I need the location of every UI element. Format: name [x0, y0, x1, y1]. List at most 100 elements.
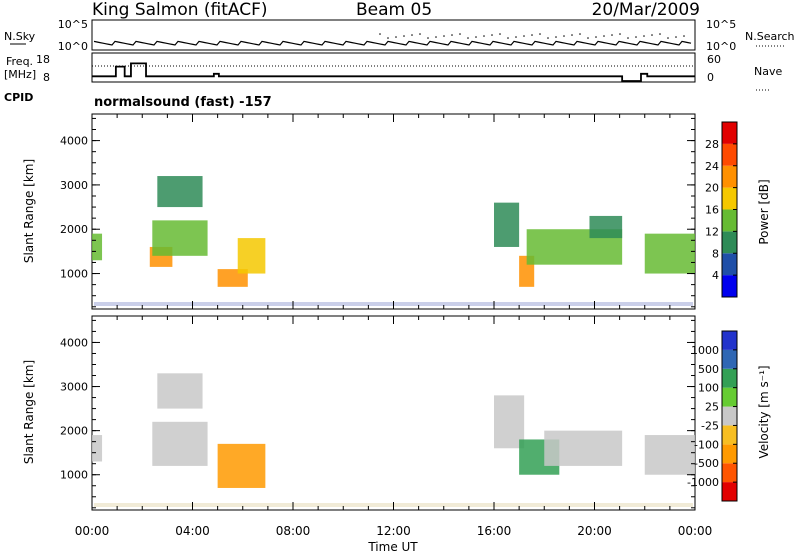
noise-search-dot — [419, 33, 421, 35]
colorbar-swatch — [722, 143, 737, 166]
noise-search-dot — [563, 35, 565, 37]
power-colorbar: 4 8 12 16 20 24 28 — [705, 121, 738, 298]
beam-title: Beam 05 — [356, 0, 432, 20]
freq-left-label-line2: [MHz] — [4, 68, 36, 81]
noise-search-dot — [539, 33, 541, 35]
noise-search-dot — [675, 36, 677, 38]
velocity-colorbar-label: Velocity [m s⁻¹] — [757, 365, 771, 458]
noise-search-dot — [451, 34, 453, 36]
data-region — [644, 435, 695, 475]
noise-search-dot — [443, 35, 445, 37]
x-tick-label: 16:00 — [477, 524, 512, 538]
freq-left-tick-bottom: 8 — [43, 71, 50, 84]
nave-label: Nave — [754, 65, 782, 78]
noise-right-tick-bottom: 10^0 — [706, 40, 736, 53]
noise-traces — [93, 33, 692, 46]
colorbar-swatch — [722, 209, 737, 232]
frequency-line — [92, 62, 695, 82]
colorbar-swatch — [722, 253, 737, 276]
data-region — [494, 202, 520, 247]
freq-right-tick-bottom: 0 — [707, 71, 714, 84]
power-data — [92, 176, 695, 306]
x-tick-label: 20:00 — [577, 524, 612, 538]
y-tick-label: 3000 — [60, 179, 88, 192]
cpid-value: normalsound (fast) -157 — [94, 95, 272, 110]
data-region — [644, 233, 695, 274]
noise-search-dot — [579, 33, 581, 35]
colorbar-tick-label: 1000 — [691, 344, 719, 357]
noise-search-dot — [395, 36, 397, 38]
noise-search-dot — [683, 35, 685, 37]
noise-search-dot — [667, 37, 669, 39]
noise-search-dot — [571, 34, 573, 36]
noise-search-dot — [483, 35, 485, 37]
noise-search-dot — [475, 36, 477, 38]
noise-search-dot — [531, 34, 533, 36]
velocity-panel-frame — [91, 315, 696, 511]
x-tick-label: 00:00 — [678, 524, 713, 538]
colorbar-tick-label: 28 — [705, 138, 719, 151]
noise-left-label: N.Sky — [4, 30, 36, 43]
colorbar-tick-label: -500 — [694, 457, 719, 470]
colorbar-swatch — [722, 444, 737, 464]
noise-search-dot — [603, 35, 605, 37]
noise-search-dot — [627, 37, 629, 39]
colorbar-swatch — [722, 187, 737, 210]
y-tick-label: 2000 — [60, 425, 88, 438]
colorbar-frame — [721, 330, 738, 502]
freq-trace — [92, 62, 695, 82]
cpid-label: CPID — [4, 91, 33, 104]
noise-search-dot — [587, 37, 589, 39]
data-region — [589, 215, 623, 239]
noise-search-dot — [555, 36, 557, 38]
noise-search-dot — [467, 37, 469, 39]
noise-right-tick-top: 10^5 — [706, 18, 736, 31]
freq-left-tick-top: 18 — [36, 53, 50, 66]
colorbar-tick-label: 8 — [712, 247, 719, 260]
noise-search-dot — [427, 37, 429, 39]
colorbar-tick-label: -1000 — [687, 476, 719, 489]
velocity-y-label: Slant Range [km] — [22, 360, 36, 464]
y-tick-label: 3000 — [60, 381, 88, 394]
x-tick-label: 12:00 — [376, 524, 411, 538]
x-tick-label: 08:00 — [276, 524, 311, 538]
noise-search-dot — [619, 33, 621, 35]
noise-search-dot — [411, 34, 413, 36]
x-tick-label: 00:00 — [75, 524, 110, 538]
y-tick-label: 1000 — [60, 268, 88, 281]
data-region — [152, 421, 208, 466]
colorbar-tick-label: 100 — [698, 382, 719, 395]
freq-panel-frame — [91, 52, 696, 83]
data-region — [157, 176, 203, 208]
colorbar-swatch — [722, 165, 737, 188]
colorbar-swatch — [722, 331, 737, 350]
power-panel-frame — [91, 113, 696, 310]
data-region — [217, 443, 266, 488]
y-tick-label: 4000 — [60, 135, 88, 148]
colorbar-swatch — [722, 349, 737, 369]
power-y-label: Slant Range [km] — [22, 159, 36, 263]
noise-search-dot — [515, 36, 517, 38]
y-tick-label: 1000 — [60, 469, 88, 482]
noise-search-dot — [611, 34, 613, 36]
noise-left-tick-bottom: 10^0 — [58, 40, 88, 53]
noise-search-dot — [387, 37, 389, 39]
colorbar-tick-label: 24 — [705, 160, 719, 173]
noise-sky-trace — [93, 40, 692, 46]
y-tick-label: 2000 — [60, 223, 88, 236]
colorbar-tick-label: 500 — [698, 363, 719, 376]
colorbar-swatch — [722, 122, 737, 144]
noise-left-tick-top: 10^5 — [58, 18, 88, 31]
noise-search-dot — [403, 35, 405, 37]
y-tick-label: 4000 — [60, 336, 88, 349]
colorbar-tick-label: -100 — [694, 438, 719, 451]
freq-left-label-line1: Freq. — [6, 55, 33, 68]
colorbar-tick-label: 4 — [712, 269, 719, 282]
colorbar-swatch — [722, 482, 737, 501]
velocity-colorbar: 1000 500 100 25 -25 -100 -500 -1000 — [687, 330, 738, 502]
noise-panel-frame — [91, 19, 696, 51]
noise-search-dot — [507, 37, 509, 39]
date-title: 20/Mar/2009 — [592, 0, 700, 20]
x-tick-label: 04:00 — [175, 524, 210, 538]
